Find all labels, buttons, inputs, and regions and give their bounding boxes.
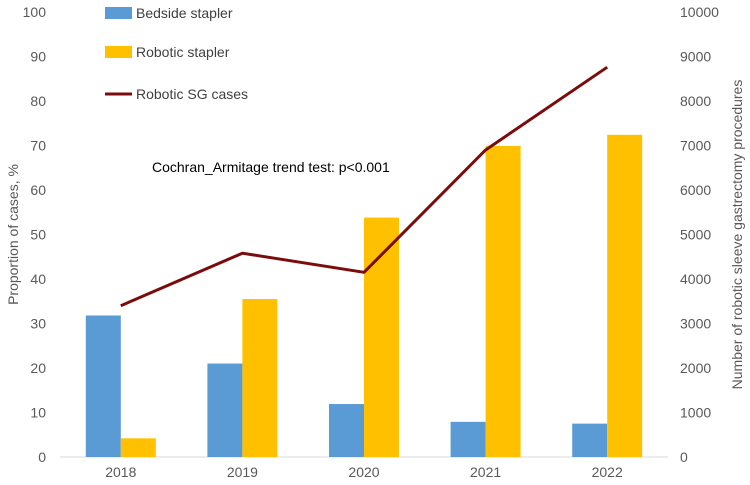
bar-robotic-stapler	[485, 145, 521, 457]
y2-axis-title: Number of robotic sleeve gastrectomy pro…	[729, 80, 745, 390]
x-tick-label: 2018	[105, 464, 136, 480]
bar-bedside-stapler	[572, 423, 608, 457]
bar-robotic-stapler	[120, 438, 156, 457]
y2-tick-label: 7000	[680, 138, 711, 154]
legend-label: Robotic stapler	[136, 44, 230, 60]
x-tick-label: 2022	[592, 464, 623, 480]
line-robotic-sg-cases	[120, 65, 609, 308]
y-tick-label: 100	[23, 4, 47, 20]
x-tick-label: 2019	[227, 464, 258, 480]
legend-swatch	[105, 7, 132, 19]
legend-swatch	[105, 46, 132, 58]
y-tick-label: 90	[30, 49, 46, 65]
legend-label: Robotic SG cases	[136, 86, 248, 102]
y2-tick-label: 10000	[680, 4, 719, 20]
y-tick-label: 60	[30, 182, 46, 198]
y2-tick-label: 3000	[680, 316, 711, 332]
y2-tick-label: 2000	[680, 360, 711, 376]
bar-bedside-stapler	[450, 421, 486, 457]
y-tick-label: 30	[30, 316, 46, 332]
x-tick-label: 2020	[348, 464, 379, 480]
legend-label: Bedside stapler	[136, 5, 233, 21]
bar-robotic-stapler	[364, 217, 399, 457]
x-tick-label: 2021	[470, 464, 501, 480]
bar-bedside-stapler	[85, 315, 121, 457]
trend-test-annotation: Cochran_Armitage trend test: p<0.001	[152, 159, 390, 175]
y2-tick-label: 5000	[680, 227, 711, 243]
y2-tick-label: 8000	[680, 93, 711, 109]
y2-tick-label: 4000	[680, 271, 711, 287]
bar-robotic-stapler	[242, 299, 278, 457]
y2-tick-label: 0	[680, 449, 688, 465]
bar-bedside-stapler	[329, 404, 364, 457]
bars	[85, 134, 643, 457]
y-tick-label: 50	[30, 227, 46, 243]
y-tick-label: 20	[30, 360, 46, 376]
axes: 0102030405060708090100010002000300040005…	[5, 4, 745, 480]
legend: Bedside stapler Robotic stapler Robotic SG…	[105, 5, 248, 102]
y-tick-label: 70	[30, 138, 46, 154]
y-tick-label: 0	[38, 449, 46, 465]
y-axis-title: Proportion of cases, %	[5, 164, 21, 305]
y-tick-label: 10	[30, 405, 46, 421]
y2-tick-label: 1000	[680, 405, 711, 421]
y2-tick-label: 9000	[680, 49, 711, 65]
line-series	[120, 65, 609, 308]
y2-tick-label: 6000	[680, 182, 711, 198]
bar-bedside-stapler	[207, 363, 243, 457]
bar-robotic-stapler	[607, 134, 643, 457]
y-tick-label: 80	[30, 93, 46, 109]
y-tick-label: 40	[30, 271, 46, 287]
